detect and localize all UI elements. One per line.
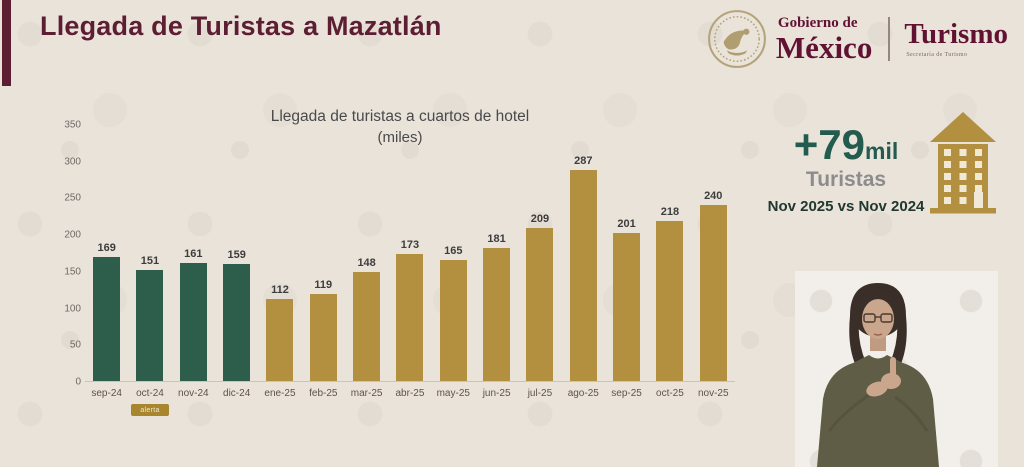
bar-column: 148 mar-25 xyxy=(345,125,388,399)
bar xyxy=(309,293,337,381)
bar-value-label: 240 xyxy=(704,189,723,202)
logo-divider xyxy=(888,17,891,61)
bar-value-label: 148 xyxy=(357,257,376,270)
bar xyxy=(699,204,727,381)
bar-column: 209 jul-25 xyxy=(518,125,561,399)
bar-category-label: dic-24 xyxy=(223,388,251,399)
bar-column: 159 dic-24 xyxy=(215,125,258,399)
bar-category-label: ene-25 xyxy=(264,388,296,399)
bar-category-label: ago-25 xyxy=(567,388,599,399)
bar-value-label: 161 xyxy=(184,247,203,260)
mexico-text: México xyxy=(775,29,873,65)
gobierno-de-text: Gobierno de xyxy=(777,14,858,31)
bar-category-label: sep-24 xyxy=(91,388,122,399)
highlight-stat: +79mil Turistas Nov 2025 vs Nov 2024 xyxy=(762,124,930,216)
bar-column: 181 jun-25 xyxy=(475,125,518,399)
bar xyxy=(656,220,684,381)
chart-title-block: Llegada de turistas a cuartos de hotel (… xyxy=(110,108,690,146)
chart-title: Llegada de turistas a cuartos de hotel xyxy=(270,108,530,125)
bar-category-label: oct-24 xyxy=(136,388,164,399)
y-tick-label: 50 xyxy=(69,339,81,351)
bar-column: 161 nov-24 xyxy=(172,125,215,399)
bar-column: 151 oct-24 alerta xyxy=(128,125,171,416)
y-tick-label: 150 xyxy=(64,266,81,278)
bar-column: 218 oct-25 xyxy=(648,125,691,399)
bar xyxy=(569,170,597,381)
y-tick-label: 250 xyxy=(64,192,81,204)
bar-category-label: sep-25 xyxy=(611,388,642,399)
sign-language-interpreter xyxy=(817,283,939,467)
bar-value-label: 209 xyxy=(530,212,550,225)
gobierno-de-mexico-wordmark: Gobierno de México xyxy=(775,14,873,65)
y-tick-label: 100 xyxy=(64,303,81,315)
highlight-unit: mil xyxy=(865,138,899,164)
left-accent-bar xyxy=(2,0,11,86)
highlight-delta: +79 xyxy=(793,121,865,168)
bar-value-label: 165 xyxy=(444,244,463,257)
bar-column: 173 abr-25 xyxy=(388,125,431,399)
bar xyxy=(526,227,554,381)
bar xyxy=(136,270,164,381)
bar-category-label: may-25 xyxy=(436,388,470,399)
bar-value-label: 169 xyxy=(97,241,116,254)
bar xyxy=(179,262,207,381)
hotel-building-icon xyxy=(930,112,996,214)
bar-column: 165 may-25 xyxy=(432,125,475,399)
bar-column: 112 ene-25 xyxy=(258,125,301,399)
plot-area: 169 sep-24 151 oct-24 alerta 161 nov-24 159 dic-… xyxy=(85,125,735,416)
bar-category-label: jun-25 xyxy=(482,388,511,399)
turismo-wordmark: Turismo Secretaría de Turismo xyxy=(904,18,1008,59)
government-logo: Gobierno de México Turismo Secretaría de… xyxy=(706,8,1008,70)
bar-value-label: 218 xyxy=(660,205,680,218)
y-axis: 0 50 100 150 200 250 300 350 xyxy=(55,120,81,388)
turismo-text: Turismo xyxy=(904,18,1008,50)
bar-value-label: 119 xyxy=(314,278,333,291)
bar-value-label: 159 xyxy=(227,249,246,262)
y-tick-label: 300 xyxy=(64,156,81,168)
tourists-bar-chart: Llegada de turistas a cuartos de hotel (… xyxy=(55,106,737,442)
bar-column: 201 sep-25 xyxy=(605,125,648,399)
bars-container: 169 sep-24 151 oct-24 alerta 161 nov-24 159 dic-… xyxy=(85,125,735,416)
bar-value-label: 181 xyxy=(487,233,506,246)
bar xyxy=(266,298,294,381)
bar-category-label: mar-25 xyxy=(350,388,383,399)
highlight-comparison: Nov 2025 vs Nov 2024 xyxy=(767,198,925,215)
alerta-badge: alerta xyxy=(131,404,169,416)
bar xyxy=(353,272,381,381)
bar-value-label: 112 xyxy=(271,283,289,296)
chart-subtitle: (miles) xyxy=(377,129,423,146)
bar-category-label: oct-25 xyxy=(656,388,684,399)
bar xyxy=(613,233,641,381)
bar-category-label: nov-24 xyxy=(178,388,209,399)
y-tick-label: 350 xyxy=(64,119,81,131)
bar xyxy=(93,256,121,381)
bar-category-label: abr-25 xyxy=(395,388,425,399)
secretaria-de-turismo-text: Secretaría de Turismo xyxy=(906,52,968,58)
bar-category-label: feb-25 xyxy=(309,388,338,399)
bar-category-label: jul-25 xyxy=(527,388,553,399)
bar-value-label: 287 xyxy=(574,155,593,168)
bar xyxy=(439,259,467,381)
page-title: Llegada de Turistas a Mazatlán xyxy=(40,11,442,41)
bar-value-label: 201 xyxy=(617,218,636,231)
y-tick-label: 0 xyxy=(75,376,81,388)
bar-column: 169 sep-24 xyxy=(85,125,128,399)
bar-column: 240 nov-25 xyxy=(692,125,735,399)
highlight-label: Turistas xyxy=(805,168,887,191)
sign-language-interpreter-panel xyxy=(795,271,998,467)
highlight-value-row: +79mil xyxy=(762,124,930,166)
bar-value-label: 173 xyxy=(400,238,420,251)
bar-column: 119 feb-25 xyxy=(302,125,345,399)
bar-column: 287 ago-25 xyxy=(562,125,605,399)
bar xyxy=(483,248,511,381)
bar-category-label: nov-25 xyxy=(697,388,729,399)
y-tick-label: 200 xyxy=(64,229,81,241)
bar-value-label: 151 xyxy=(140,255,160,268)
bar xyxy=(396,253,424,381)
mexico-eagle-seal-icon xyxy=(707,10,766,68)
bar xyxy=(223,264,251,381)
